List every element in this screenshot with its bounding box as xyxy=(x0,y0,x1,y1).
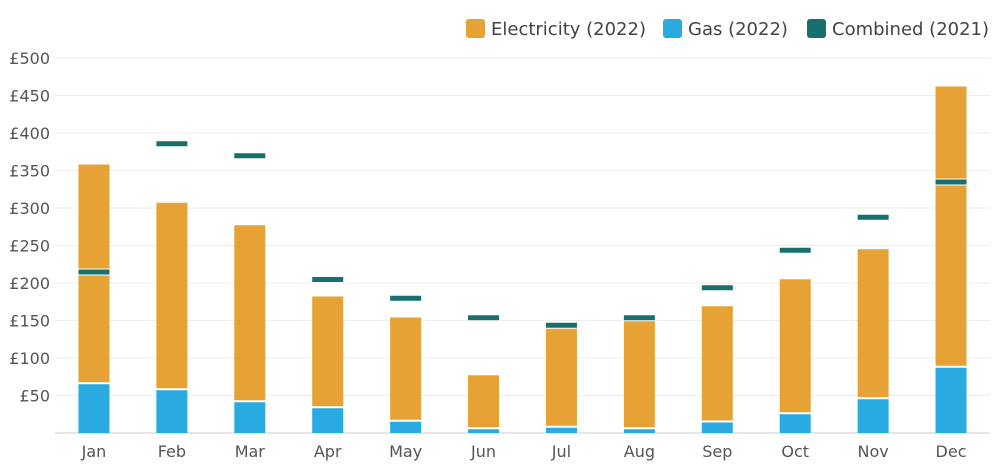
x-tick-label: Feb xyxy=(158,442,186,461)
x-tick-label: Jan xyxy=(81,442,107,461)
x-tick-label: Jun xyxy=(470,442,496,461)
electricity-bar xyxy=(156,202,188,389)
legend-label: Gas (2022) xyxy=(688,19,788,40)
combined-marker xyxy=(857,214,889,220)
legend: Electricity (2022) Gas (2022) Combined (20… xyxy=(466,19,989,40)
y-tick-label: £100 xyxy=(9,349,50,368)
x-tick-label: Nov xyxy=(858,442,889,461)
combined-marker xyxy=(234,153,266,159)
gas-bar xyxy=(857,399,889,433)
combined-marker xyxy=(390,295,422,301)
y-tick-label: £500 xyxy=(9,49,50,68)
y-axis-ticks: £50 £100 £150 £200 £250 £300 £350 £400 £450 £500 xyxy=(9,49,50,406)
legend-label: Combined (2021) xyxy=(832,19,989,40)
x-tick-label: Dec xyxy=(936,442,967,461)
gas-bar xyxy=(779,414,811,433)
y-tick-label: £250 xyxy=(9,237,50,256)
gas-bar xyxy=(545,427,577,433)
y-tick-label: £350 xyxy=(9,162,50,181)
grid-lines xyxy=(55,57,990,434)
combined-marker xyxy=(156,141,188,147)
y-tick-label: £150 xyxy=(9,312,50,331)
legend-swatch xyxy=(807,19,826,38)
electricity-bar xyxy=(312,296,344,407)
combined-marker xyxy=(701,285,733,291)
electricity-bar xyxy=(623,316,655,428)
x-tick-label: Jul xyxy=(551,442,571,461)
combined-marker xyxy=(545,322,577,328)
electricity-bar xyxy=(468,375,500,428)
gas-bar xyxy=(701,422,733,433)
electricity-bar xyxy=(935,86,967,366)
x-tick-label: Apr xyxy=(314,442,342,461)
gas-bar xyxy=(468,429,500,433)
electricity-bar xyxy=(857,249,889,398)
combined-markers xyxy=(77,140,968,329)
electricity-bar xyxy=(701,306,733,421)
legend-swatch xyxy=(466,19,485,38)
gas-bar xyxy=(623,429,655,433)
x-tick-label: May xyxy=(389,442,422,461)
combined-marker xyxy=(623,315,655,321)
x-tick-label: Oct xyxy=(781,442,809,461)
y-tick-label: £400 xyxy=(9,124,50,143)
x-tick-label: Sep xyxy=(702,442,732,461)
legend-label: Electricity (2022) xyxy=(491,19,646,40)
combined-marker xyxy=(468,315,500,321)
electricity-bar xyxy=(390,317,422,420)
gas-bar xyxy=(935,367,967,433)
combined-marker xyxy=(78,269,110,275)
combined-marker xyxy=(935,179,967,185)
gas-bar xyxy=(156,390,188,433)
electricity-bar xyxy=(545,325,577,426)
bars xyxy=(78,86,967,433)
electricity-bar xyxy=(234,225,266,401)
electricity-bar xyxy=(779,279,811,413)
y-tick-label: £300 xyxy=(9,199,50,218)
y-tick-label: £450 xyxy=(9,87,50,106)
x-tick-label: Aug xyxy=(624,442,655,461)
gas-bar xyxy=(390,421,422,433)
y-tick-label: £200 xyxy=(9,274,50,293)
x-axis-ticks: Jan Feb Mar Apr May Jun Jul Aug Sep Oct Nov Dec xyxy=(81,442,967,461)
gas-bar xyxy=(234,402,266,433)
combined-marker xyxy=(779,247,811,253)
gas-bar xyxy=(78,384,110,433)
combined-marker xyxy=(312,277,344,282)
x-tick-label: Mar xyxy=(235,442,266,461)
legend-swatch xyxy=(663,19,682,38)
y-tick-label: £50 xyxy=(19,387,50,406)
gas-bar xyxy=(312,408,344,433)
